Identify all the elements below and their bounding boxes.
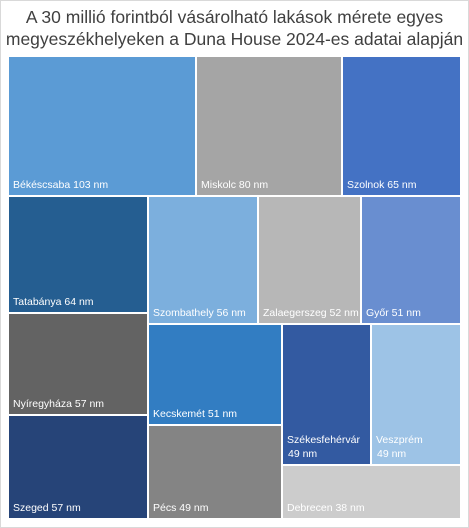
tile-szolnok: Szolnok 65 nm (343, 57, 460, 195)
tile-szekesfehervar: Székesfehérvár 49 nm (283, 325, 370, 464)
tile-label-kecskemet: Kecskemét 51 nm (153, 408, 237, 420)
tile-label-zalaegerszeg: Zalaegerszeg 52 nm (263, 307, 359, 319)
tile-label-szombathely: Szombathely 56 nm (153, 307, 246, 319)
tile-rect-debrecen (283, 466, 460, 518)
tile-label-debrecen: Debrecen 38 nm (287, 502, 365, 514)
tile-label-szekesfehervar: Székesfehérvár 49 nm (287, 434, 360, 460)
tile-debrecen: Debrecen 38 nm (283, 466, 460, 518)
tile-szombathely: Szombathely 56 nm (149, 197, 257, 323)
tile-veszprem: Veszprém 49 nm (372, 325, 460, 464)
tile-rect-gyor (362, 197, 460, 323)
tile-zalaegerszeg: Zalaegerszeg 52 nm (259, 197, 360, 323)
tile-rect-nyiregyhaza (9, 314, 147, 414)
chart-title-line-2: megyeszékhelyeken a Duna House 2024-es a… (5, 29, 464, 49)
tile-rect-zalaegerszeg (259, 197, 360, 323)
tile-rect-szekesfehervar (283, 325, 370, 464)
tile-label-miskolc: Miskolc 80 nm (201, 179, 268, 191)
tile-rect-szeged (9, 416, 147, 518)
tile-label-pecs: Pécs 49 nm (153, 502, 209, 514)
tile-rect-bekescsaba (9, 57, 195, 195)
tile-label-tatabanya: Tatabánya 64 nm (13, 296, 94, 308)
tile-rect-pecs (149, 426, 281, 518)
tile-kecskemet: Kecskemét 51 nm (149, 325, 281, 424)
tile-label-szeged: Szeged 57 nm (13, 502, 81, 514)
tile-bekescsaba: Békéscsaba 103 nm (9, 57, 195, 195)
tile-rect-veszprem (372, 325, 460, 464)
tile-gyor: Győr 51 nm (362, 197, 460, 323)
chart-title: A 30 millió forintból vásárolható lakáso… (0, 6, 469, 50)
tile-szeged: Szeged 57 nm (9, 416, 147, 518)
tile-rect-szombathely (149, 197, 257, 323)
tile-nyiregyhaza: Nyíregyháza 57 nm (9, 314, 147, 414)
tile-label-gyor: Győr 51 nm (366, 307, 421, 319)
tile-label-bekescsaba: Békéscsaba 103 nm (13, 179, 108, 191)
tile-tatabanya: Tatabánya 64 nm (9, 197, 147, 312)
tile-pecs: Pécs 49 nm (149, 426, 281, 518)
tile-miskolc: Miskolc 80 nm (197, 57, 341, 195)
tile-label-szolnok: Szolnok 65 nm (347, 179, 417, 191)
tile-rect-szolnok (343, 57, 460, 195)
tile-label-nyiregyhaza: Nyíregyháza 57 nm (13, 398, 104, 410)
tile-label-veszprem: Veszprém 49 nm (376, 434, 423, 460)
tile-rect-kecskemet (149, 325, 281, 424)
chart-title-line-1: A 30 millió forintból vásárolható lakáso… (25, 7, 444, 27)
tile-rect-miskolc (197, 57, 341, 195)
tile-rect-tatabanya (9, 197, 147, 312)
